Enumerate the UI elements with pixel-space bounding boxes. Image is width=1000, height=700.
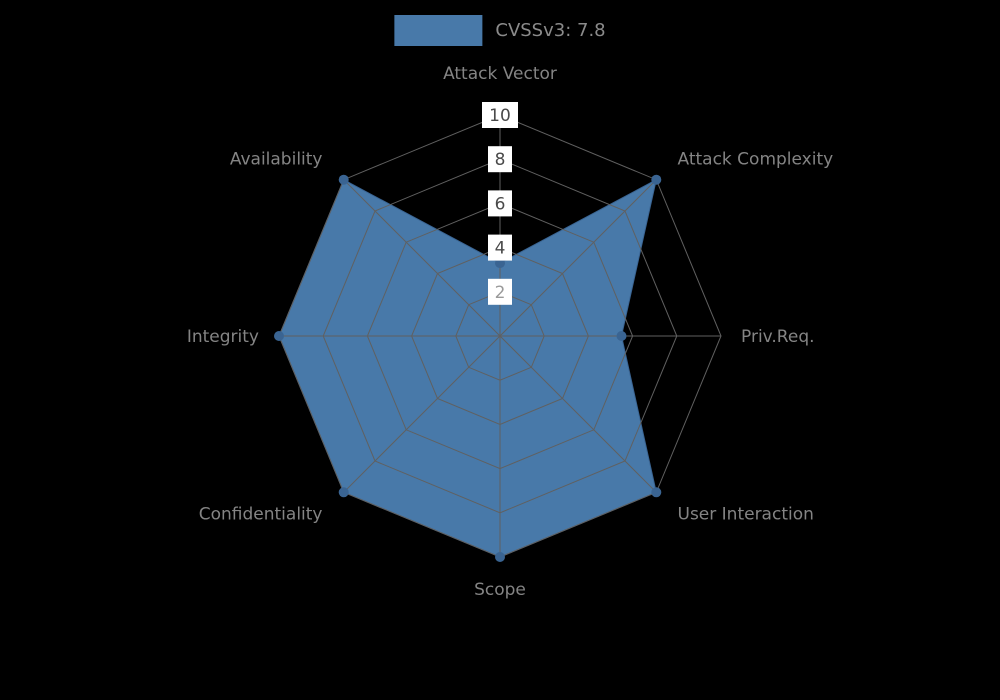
tick-label: 6 [495, 194, 506, 214]
axis-label-attack-vector: Attack Vector [443, 64, 557, 84]
vertex-dot [651, 174, 662, 185]
tick-box [488, 190, 512, 217]
axis-label-attack-complexity: Attack Complexity [678, 149, 834, 169]
axis-line [343, 335, 501, 493]
vertex-dot [338, 174, 349, 185]
legend-label: CVSSv3: 7.8 [495, 20, 606, 41]
vertex-dot [651, 487, 662, 498]
tick-box [488, 234, 512, 261]
tick-label: 4 [495, 239, 506, 259]
vertex-dot [274, 331, 284, 341]
axis-label-user-interaction: User Interaction [678, 504, 814, 524]
axis-label-scope: Scope [474, 580, 526, 600]
tick-box [488, 278, 512, 305]
tick-label: 2 [495, 283, 506, 303]
axis-line [499, 335, 657, 493]
axis-label-priv-req: Priv.Req. [741, 327, 815, 347]
legend: CVSSv3: 7.8 [394, 15, 606, 46]
axis-label-integrity: Integrity [187, 327, 259, 347]
vertex-dot [616, 331, 627, 341]
tick-box [488, 146, 512, 173]
tick-label: 10 [489, 106, 511, 126]
axis-line [499, 179, 657, 337]
axis-line [343, 179, 501, 337]
legend-swatch [394, 15, 483, 46]
axis-label-confidentiality: Confidentiality [199, 504, 323, 524]
vertex-dot [495, 552, 505, 562]
tick-box [482, 102, 518, 128]
tick-label: 8 [495, 150, 506, 170]
vertex-dot [338, 487, 349, 498]
axis-label-availability: Availability [230, 149, 323, 169]
